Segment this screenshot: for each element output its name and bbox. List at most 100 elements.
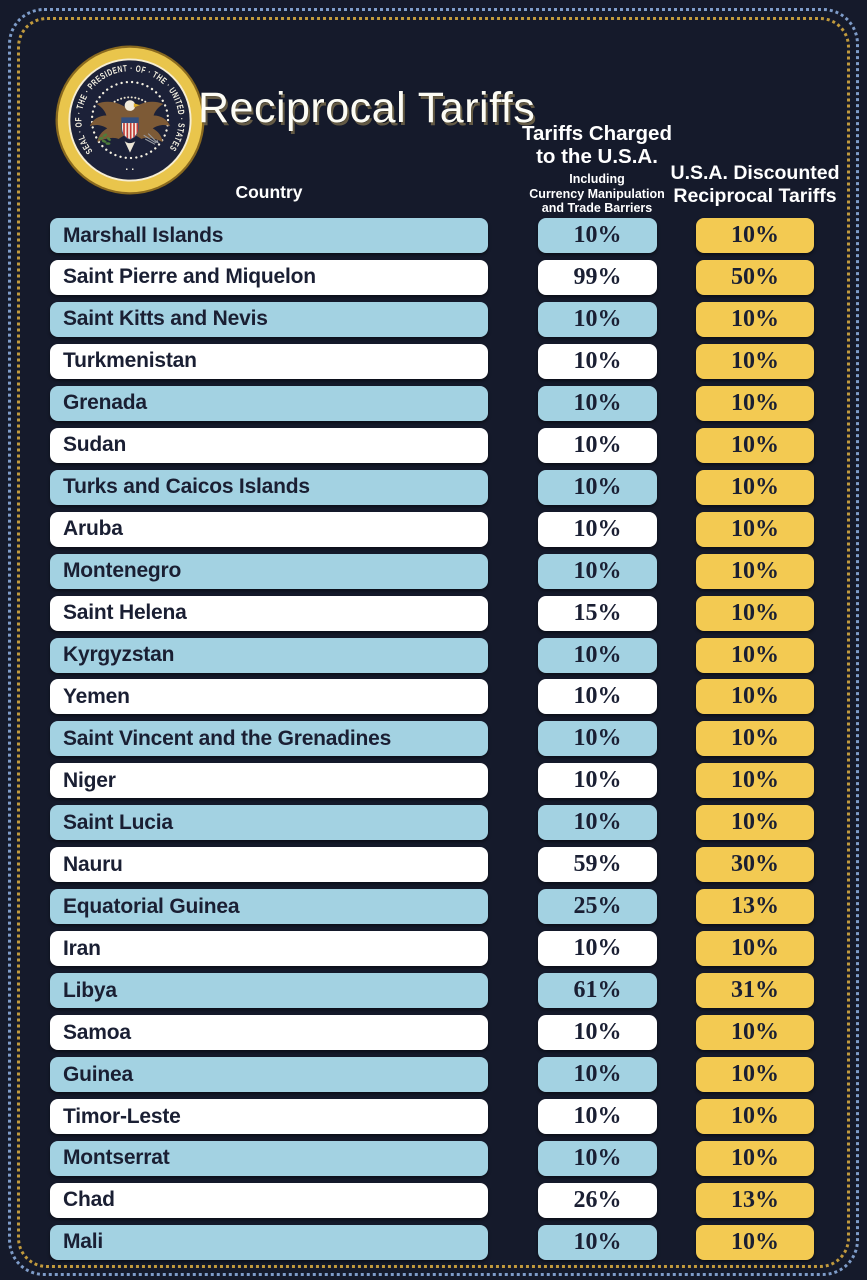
charged-cell: 10% <box>538 1057 657 1093</box>
table-row: Saint Kitts and Nevis 10% 10% <box>50 301 815 337</box>
presidential-seal-logo: SEAL · OF · THE · PRESIDENT · OF · THE ·… <box>55 45 205 195</box>
charged-cell: 10% <box>538 637 657 673</box>
table-row: Yemen 10% 10% <box>50 679 815 715</box>
discounted-cell: 10% <box>696 1015 814 1051</box>
table-row: Montserrat 10% 10% <box>50 1140 815 1176</box>
country-cell: Yemen <box>50 679 488 715</box>
discounted-value: 10% <box>731 683 779 710</box>
table-row: Equatorial Guinea 25% 13% <box>50 889 815 925</box>
table-row: Turkmenistan 10% 10% <box>50 343 815 379</box>
table-row: Mali 10% 10% <box>50 1224 815 1260</box>
discounted-value: 10% <box>731 599 779 626</box>
discounted-value: 10% <box>731 515 779 542</box>
arrows <box>143 133 159 145</box>
charged-value: 10% <box>573 1144 622 1171</box>
discounted-cell: 50% <box>696 259 814 295</box>
table-row: Kyrgyzstan 10% 10% <box>50 637 815 673</box>
discounted-cell: 10% <box>696 1224 814 1260</box>
discounted-cell: 10% <box>696 637 814 673</box>
table-row: Saint Helena 15% 10% <box>50 595 815 631</box>
table-row: Grenada 10% 10% <box>50 385 815 421</box>
seal-bottom-dots: · · <box>125 164 134 175</box>
discounted-cell: 10% <box>696 595 814 631</box>
discounted-value: 30% <box>731 851 779 878</box>
table-row: Saint Pierre and Miquelon 99% 50% <box>50 259 815 295</box>
discounted-value: 13% <box>731 893 779 920</box>
charged-cell: 59% <box>538 847 657 883</box>
discounted-header-line2: Reciprocal Tariffs <box>673 185 837 208</box>
discounted-value: 10% <box>731 1103 779 1130</box>
charged-cell: 10% <box>538 301 657 337</box>
charged-value: 10% <box>573 683 622 710</box>
country-cell: Marshall Islands <box>50 218 488 253</box>
charged-header-line1: Tariffs Charged <box>522 122 672 145</box>
discounted-cell: 10% <box>696 553 814 589</box>
discounted-cell: 10% <box>696 427 814 463</box>
table-row: Timor-Leste 10% 10% <box>50 1099 815 1135</box>
charged-cell: 10% <box>538 553 657 589</box>
charged-cell: 10% <box>538 218 657 253</box>
charged-cell: 10% <box>538 763 657 799</box>
country-cell: Grenada <box>50 385 488 421</box>
table-row: Niger 10% 10% <box>50 763 815 799</box>
table-row: Samoa 10% 10% <box>50 1015 815 1051</box>
country-cell: Saint Kitts and Nevis <box>50 301 488 337</box>
charged-value: 26% <box>573 1186 622 1213</box>
tariff-table: Marshall Islands 10% 10% Saint Pierre an… <box>50 218 815 1260</box>
country-cell: Iran <box>50 931 488 967</box>
charged-cell: 99% <box>538 259 657 295</box>
discounted-cell: 10% <box>696 511 814 547</box>
charged-cell: 26% <box>538 1182 657 1218</box>
country-cell: Turks and Caicos Islands <box>50 469 488 505</box>
country-cell: Saint Helena <box>50 595 488 631</box>
charged-value: 10% <box>573 1103 622 1130</box>
charged-cell: 10% <box>538 469 657 505</box>
charged-value: 59% <box>573 851 622 878</box>
discounted-value: 10% <box>731 1061 779 1088</box>
seal-eagle <box>89 96 171 153</box>
column-header-discounted-tariffs: U.S.A. Discounted Reciprocal Tariffs <box>660 162 850 209</box>
discounted-cell: 10% <box>696 931 814 967</box>
charged-value: 10% <box>573 641 622 668</box>
country-cell: Kyrgyzstan <box>50 637 488 673</box>
table-row: Guinea 10% 10% <box>50 1057 815 1093</box>
table-row: Aruba 10% 10% <box>50 511 815 547</box>
country-cell: Turkmenistan <box>50 343 488 379</box>
discounted-cell: 10% <box>696 679 814 715</box>
country-cell: Guinea <box>50 1057 488 1093</box>
charged-cell: 10% <box>538 1015 657 1051</box>
charged-value: 10% <box>573 1228 622 1255</box>
country-cell: Saint Pierre and Miquelon <box>50 259 488 295</box>
charged-value: 25% <box>573 893 622 920</box>
discounted-value: 10% <box>731 473 779 500</box>
country-cell: Timor-Leste <box>50 1099 488 1135</box>
charged-header-subtext: Including Currency Manipulation and Trad… <box>482 172 712 216</box>
discounted-cell: 10% <box>696 1140 814 1176</box>
discounted-value: 10% <box>731 1144 779 1171</box>
country-cell: Niger <box>50 763 488 799</box>
charged-value: 10% <box>573 305 622 332</box>
eagle-beak <box>133 103 140 108</box>
discounted-value: 10% <box>731 1228 779 1255</box>
charged-header-sub3: and Trade Barriers <box>541 201 653 216</box>
charged-value: 10% <box>573 347 622 374</box>
olive-branch <box>98 133 111 145</box>
charged-cell: 10% <box>538 1224 657 1260</box>
discounted-value: 31% <box>731 977 779 1004</box>
discounted-cell: 10% <box>696 805 814 841</box>
discounted-value: 10% <box>731 389 779 416</box>
charged-value: 10% <box>573 389 622 416</box>
charged-cell: 10% <box>538 679 657 715</box>
discounted-cell: 10% <box>696 343 814 379</box>
charged-cell: 10% <box>538 511 657 547</box>
discounted-cell: 10% <box>696 1057 814 1093</box>
charged-value: 15% <box>573 599 622 626</box>
discounted-value: 10% <box>731 725 779 752</box>
eagle-tail <box>124 141 136 153</box>
table-row: Iran 10% 10% <box>50 931 815 967</box>
column-header-tariffs-charged: Tariffs Charged to the U.S.A. Including … <box>482 122 712 216</box>
table-row: Chad 26% 13% <box>50 1182 815 1218</box>
discounted-cell: 31% <box>696 973 814 1009</box>
country-cell: Chad <box>50 1182 488 1218</box>
